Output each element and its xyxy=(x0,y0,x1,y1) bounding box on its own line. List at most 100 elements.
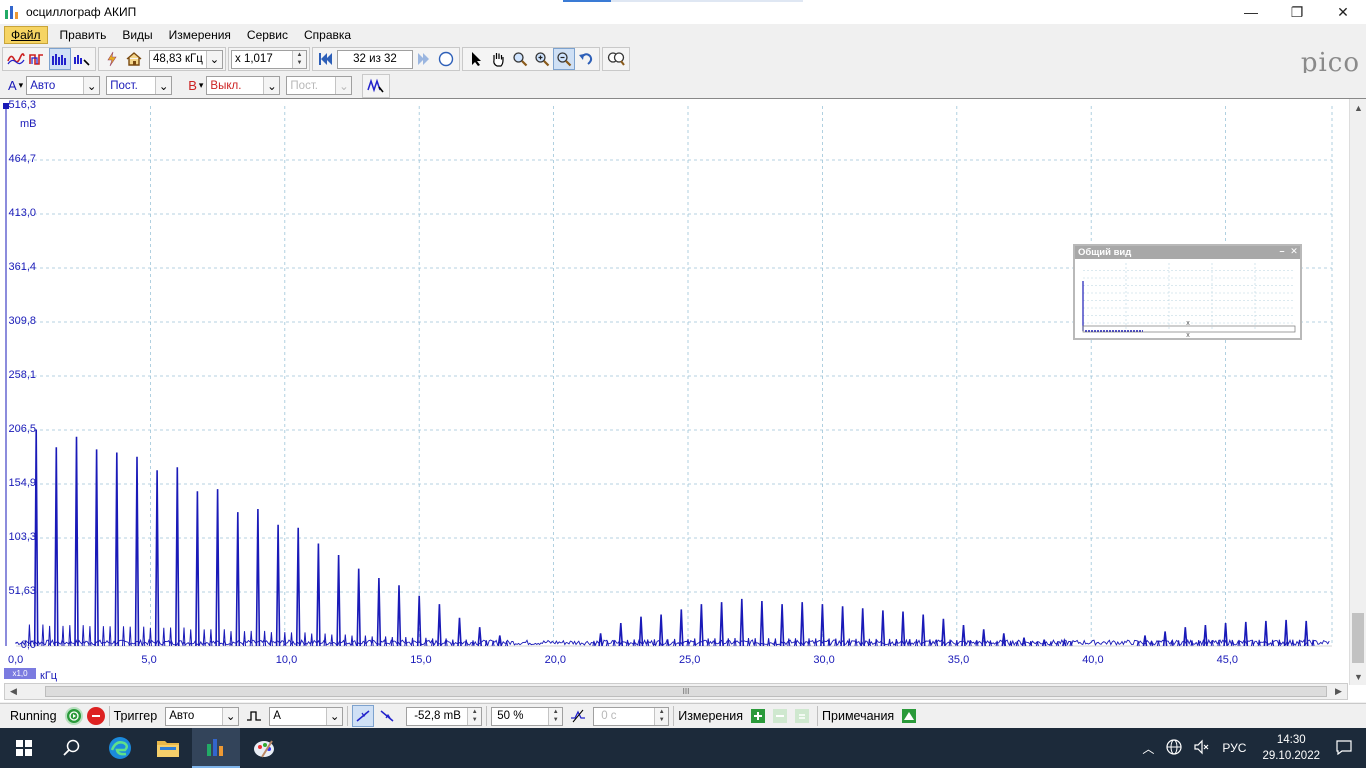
spectrum-sidelobe xyxy=(243,631,246,647)
spectrum-sidelobe xyxy=(888,638,892,647)
windows-start-icon[interactable] xyxy=(0,728,48,768)
spectrum-sidelobe xyxy=(88,626,92,647)
spectrum-plot[interactable] xyxy=(0,99,1349,683)
overview-header[interactable]: Общий вид – ✕ xyxy=(1075,246,1300,259)
persistence-mode-icon[interactable] xyxy=(27,48,49,70)
spectrum-peak xyxy=(94,449,99,647)
stop-icon[interactable] xyxy=(86,707,105,725)
zoom-in-icon[interactable] xyxy=(531,48,553,70)
buffer-navigator-icon[interactable] xyxy=(435,48,457,70)
trigger-level-spinner[interactable]: ▲ ▼ xyxy=(467,707,482,725)
scroll-up-icon[interactable]: ▲ xyxy=(1354,102,1363,113)
notifications-icon[interactable] xyxy=(1336,739,1352,758)
y-tick-label: 0,0 xyxy=(20,639,36,651)
notes-toggle-icon[interactable] xyxy=(898,705,920,727)
horizontal-scrollbar[interactable]: ◀ III ▶ xyxy=(4,683,1348,700)
menu-help[interactable]: Справка xyxy=(304,28,352,42)
add-measurement-icon[interactable] xyxy=(747,705,769,727)
auto-setup-icon[interactable] xyxy=(101,48,123,70)
paint-app-icon[interactable] xyxy=(240,728,288,768)
hand-tool-icon[interactable] xyxy=(487,48,509,70)
next-buffer-icon[interactable] xyxy=(413,48,435,70)
falling-edge-icon[interactable] xyxy=(376,705,398,727)
signal-generator-icon[interactable] xyxy=(365,75,387,97)
vertical-scroll-thumb[interactable] xyxy=(1352,613,1364,663)
zoom-area-icon[interactable] xyxy=(509,48,531,70)
pre-trigger-spinner[interactable]: ▲ ▼ xyxy=(548,707,563,725)
menu-edit[interactable]: Править xyxy=(59,28,107,42)
show-hidden-icons-icon[interactable]: ︿ xyxy=(1142,741,1155,756)
menu-service[interactable]: Сервис xyxy=(246,28,288,42)
spectrum-peak xyxy=(114,452,120,647)
language-indicator[interactable]: РУС xyxy=(1222,741,1247,755)
overview-plot[interactable]: x x xyxy=(1075,259,1300,339)
menu-file[interactable]: Файл xyxy=(4,26,48,44)
spectrum-sidelobe xyxy=(249,630,253,647)
trigger-mode-select[interactable]: Авто ⌄ xyxy=(165,706,240,726)
pre-trigger-input[interactable]: 50 % ▲ ▼ xyxy=(491,706,564,726)
menu-views[interactable]: Виды xyxy=(122,28,153,42)
overview-zoom-icon[interactable] xyxy=(605,48,627,70)
clock[interactable]: 14:30 29.10.2022 xyxy=(1262,734,1320,762)
trigger-delay-icon[interactable] xyxy=(567,705,589,727)
horizontal-scroll-thumb[interactable]: III xyxy=(45,686,1327,697)
x-tick-label: 30,0 xyxy=(813,654,835,666)
search-icon[interactable] xyxy=(48,728,96,768)
home-icon[interactable] xyxy=(123,48,145,70)
add-spectrum-view-icon[interactable] xyxy=(71,48,93,70)
vertical-scrollbar[interactable]: ▲ ▼ xyxy=(1349,99,1366,685)
overview-close-icon[interactable]: ✕ xyxy=(1290,246,1298,256)
scroll-right-icon[interactable]: ▶ xyxy=(1335,686,1342,696)
spectrum-sidelobe xyxy=(1298,639,1301,647)
scroll-left-icon[interactable]: ◀ xyxy=(10,686,17,696)
channel-a-label[interactable]: A xyxy=(8,78,17,93)
spectrum-sidelobe xyxy=(68,625,72,647)
channel-a-range-select[interactable]: Авто ⌄ xyxy=(26,76,101,95)
zoom-spinner[interactable]: ▲ ▼ xyxy=(292,50,306,68)
channel-b-range-select[interactable]: Выкл. ⌄ xyxy=(206,76,281,95)
start-icon[interactable] xyxy=(64,707,83,725)
advanced-trigger-icon[interactable] xyxy=(243,705,265,727)
spectrum-sidelobe xyxy=(471,640,475,647)
scroll-down-icon[interactable]: ▼ xyxy=(1354,671,1363,682)
trigger-level-input[interactable]: -52,8 mB ▲ ▼ xyxy=(406,706,483,726)
trigger-channel-select[interactable]: A ⌄ xyxy=(269,706,344,726)
maximize-button[interactable]: ❐ xyxy=(1290,3,1304,20)
network-globe-icon[interactable] xyxy=(1166,738,1183,758)
x-zoom-badge[interactable]: x1,0 xyxy=(4,668,36,679)
previous-buffer-icon[interactable] xyxy=(315,48,337,70)
pointer-icon[interactable] xyxy=(465,48,487,70)
spectrum-mode-icon[interactable] xyxy=(49,48,71,70)
spectrum-sidelobe xyxy=(283,632,287,647)
spectrum-sidelobe xyxy=(706,638,710,647)
zoom-out-icon[interactable] xyxy=(553,48,575,70)
file-explorer-icon[interactable] xyxy=(144,728,192,768)
overview-window[interactable]: Общий вид – ✕ x x xyxy=(1073,244,1302,340)
sample-rate-select[interactable]: 48,83 кГц ⌄ xyxy=(149,49,223,69)
channel-b-probe-icon[interactable]: ▾ xyxy=(198,80,204,90)
spectrum-peak xyxy=(820,604,825,647)
close-button[interactable]: ✕ xyxy=(1337,3,1349,20)
y-tick-label: 464,7 xyxy=(8,153,36,165)
spectrum-sidelobe xyxy=(162,627,166,647)
spectrum-peak xyxy=(679,609,684,647)
menu-measurements[interactable]: Измерения xyxy=(168,28,231,42)
spectrum-sidelobe xyxy=(330,634,334,647)
minimize-button[interactable]: — xyxy=(1244,4,1258,20)
spectrum-sidelobe xyxy=(41,624,45,647)
channel-b-label[interactable]: B xyxy=(188,78,197,93)
volume-muted-icon[interactable] xyxy=(1194,739,1210,758)
overview-minimize-icon[interactable]: – xyxy=(1279,246,1285,256)
channel-a-coupling-select[interactable]: Пост. ⌄ xyxy=(106,76,173,95)
scope-view[interactable]: mB 516,3 464,7 413,0 361,4 309,8 258,1 206,5 15… xyxy=(0,98,1366,702)
edge-browser-icon[interactable] xyxy=(96,728,144,768)
channel-a-probe-icon[interactable]: ▾ xyxy=(18,80,24,90)
rising-edge-icon[interactable] xyxy=(352,705,375,727)
undo-zoom-icon[interactable] xyxy=(575,48,597,70)
spectrum-sidelobe xyxy=(1277,639,1281,647)
oscilloscope-app-icon[interactable] xyxy=(192,728,240,768)
scope-mode-icon[interactable] xyxy=(5,48,27,70)
buffer-counter[interactable]: 32 из 32 xyxy=(337,49,413,69)
zoom-factor-input[interactable]: x 1,017 ▲ ▼ xyxy=(231,49,307,69)
spectrum-peak xyxy=(779,604,785,647)
